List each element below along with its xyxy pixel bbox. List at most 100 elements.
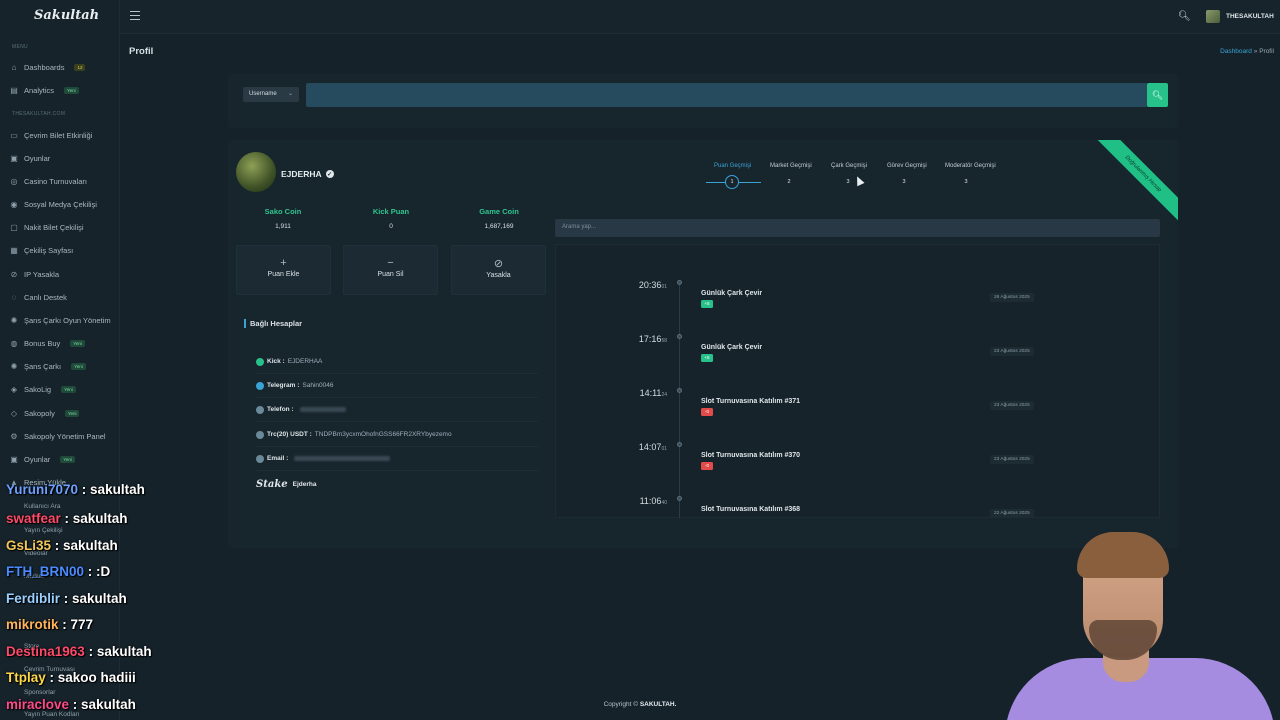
- sidebar-item[interactable]: ⊘ IP Yasakla: [10, 270, 59, 279]
- sidebar-item[interactable]: ▤ Analytics Yeni: [10, 86, 79, 95]
- history-search-input[interactable]: Arama yap...: [555, 219, 1160, 237]
- verified-ribbon: Doğrulanmış Hesap: [1091, 140, 1178, 226]
- chat-message: Ttplay : sakoo hadiii: [6, 670, 136, 685]
- history-time-sec: 01: [661, 446, 667, 452]
- sidebar-item[interactable]: ▢ Nakit Bilet Çekilişi: [10, 223, 83, 232]
- topbar: 🔍︎ THESAKULTAH: [120, 0, 1280, 34]
- tab-label[interactable]: Puan Geçmişi: [714, 163, 752, 169]
- stat-game-coin: Game Coin 1,687,169: [449, 207, 549, 230]
- platform-icon: [256, 430, 264, 439]
- sidebar-item[interactable]: ◈ SakoLig Yeni: [10, 385, 76, 394]
- home-icon: ⌂: [11, 63, 17, 72]
- linked-accounts-title: Bağlı Hesaplar: [244, 319, 302, 328]
- redacted-value: [294, 456, 391, 461]
- ban-icon: ⊘: [10, 270, 18, 279]
- sidebar-item-label: Şans Çarkı Oyun Yönetim: [24, 316, 111, 325]
- sidebar-item-obscured[interactable]: Yayın Puan Kodları: [24, 711, 80, 718]
- footer-brand: SAKULTAH.: [639, 701, 677, 708]
- breadcrumb-home[interactable]: Dashboard: [1220, 48, 1252, 55]
- search-type-select[interactable]: Username ⌄: [243, 87, 299, 102]
- sidebar-item[interactable]: ◎ Casino Turnuvaları: [10, 177, 87, 186]
- linked-row: Kick : EJDERHAA: [256, 350, 538, 374]
- sidebar-item[interactable]: ▭ Çevrim Bilet Etkinliği: [10, 131, 92, 140]
- sidebar-item[interactable]: ⌂ Dashboards 12: [10, 63, 86, 72]
- sidebar-item[interactable]: ◇ Sakopoly Yeni: [10, 409, 80, 418]
- sidebar-item-obscured[interactable]: Store: [24, 643, 40, 650]
- ban-button[interactable]: ⊘ Yasakla: [451, 245, 546, 295]
- timeline-dot: [677, 334, 682, 339]
- tab-label[interactable]: Moderatör Geçmişi: [945, 163, 996, 169]
- profile-avatar: [236, 152, 276, 192]
- chat-message: FTH_BRN00 : :D: [6, 564, 111, 579]
- sidebar-item-label: Sosyal Medya Çekilişi: [24, 200, 97, 209]
- history-points-badge: -0: [701, 408, 713, 416]
- sidebar-item[interactable]: ▣ Oyunlar: [10, 154, 50, 163]
- history-title: Slot Turnuvasına Katılım #370: [701, 452, 801, 459]
- sidebar-item-obscured[interactable]: Market: [24, 573, 44, 580]
- search-type-value: Username: [249, 91, 277, 97]
- sidebar-item-obscured[interactable]: Videolar: [24, 550, 48, 557]
- chat-text: :D: [96, 564, 111, 579]
- history-title: Slot Turnuvasına Katılım #368: [701, 506, 801, 513]
- linked-row: Trc(20) USDT : TNDPBm3ycxmOhofnGSS66FR2XR…: [256, 423, 538, 447]
- menu-toggle-icon[interactable]: [130, 11, 140, 21]
- sidebar-item-label: Çevrim Bilet Etkinliği: [24, 131, 93, 140]
- verified-check-icon: ✓: [325, 170, 334, 178]
- sidebar-item-label: SakoLig: [24, 385, 52, 394]
- sidebar-item[interactable]: ▲ Resim Yükle: [10, 478, 66, 487]
- sidebar-item-obscured[interactable]: Kullanıcı Ara: [24, 503, 61, 510]
- add-points-button[interactable]: + Puan Ekle: [236, 245, 331, 295]
- remove-points-button[interactable]: − Puan Sil: [343, 245, 438, 295]
- sidebar-item[interactable]: ✺ Şans Çarkı Yeni: [10, 362, 86, 371]
- history-time: 11:0640: [607, 496, 667, 506]
- user-name[interactable]: THESAKULTAH: [1226, 13, 1274, 20]
- sidebar-item-label: Oyunlar: [24, 455, 51, 464]
- chat-message: miraclove : sakultah: [6, 697, 136, 712]
- gift-icon: ▦: [10, 246, 18, 255]
- tab-step-number[interactable]: 3: [846, 179, 850, 185]
- sidebar-item-label: Analytics: [24, 86, 55, 95]
- linked-row: Email :: [256, 447, 538, 471]
- chat-username: Ferdiblir: [6, 591, 61, 606]
- sidebar-item[interactable]: ◉ Sosyal Medya Çekilişi: [10, 200, 97, 209]
- sidebar-item[interactable]: ▣ Oyunlar Yeni: [10, 455, 75, 464]
- linked-label: Trc(20) USDT :: [267, 431, 312, 438]
- tab-step-number[interactable]: 1: [725, 175, 739, 189]
- sidebar-item-obscured[interactable]: Yayın Çekilişi: [24, 527, 63, 534]
- tab-step-number[interactable]: 3: [902, 179, 906, 185]
- user-avatar[interactable]: [1206, 10, 1220, 23]
- chat-username: FTH_BRN00: [6, 564, 85, 579]
- search-icon[interactable]: 🔍︎: [1178, 11, 1191, 22]
- search-button[interactable]: 🔍︎: [1147, 83, 1168, 107]
- wheel-icon: ✺: [10, 362, 18, 371]
- stat-value: 1,687,169: [484, 223, 514, 230]
- sidebar-item-obscured[interactable]: Sponsorlar: [24, 689, 56, 696]
- history-time: 17:1658: [607, 334, 667, 344]
- tab-label[interactable]: Çark Geçmişi: [831, 163, 868, 169]
- tab-label[interactable]: Market Geçmişi: [770, 163, 812, 169]
- tab-label[interactable]: Görev Geçmişi: [887, 163, 927, 169]
- sidebar-item[interactable]: ✺ Şans Çarkı Oyun Yönetim: [10, 316, 111, 325]
- tab-step-number[interactable]: 2: [787, 179, 791, 185]
- history-time-hm: 14:07: [638, 442, 662, 452]
- sidebar-item[interactable]: ▦ Çekiliş Sayfası: [10, 246, 73, 255]
- sidebar-item[interactable]: ◍ Bonus Buy Yeni: [10, 339, 85, 348]
- sidebar-item[interactable]: ◌ Canlı Destek: [10, 293, 67, 302]
- platform-icon: [256, 454, 264, 463]
- history-title: Günlük Çark Çevir: [701, 290, 763, 297]
- chat-message: Destina1963 : sakultah: [6, 644, 152, 659]
- tab-step-number[interactable]: 3: [964, 179, 968, 185]
- history-time-sec: 40: [661, 500, 667, 506]
- sidebar-item-label: Sakopoly: [24, 409, 55, 418]
- stream-chat-overlay: Yuruni7070 : sakultah swatfear : sakultah…: [0, 482, 260, 720]
- chat-username: Ttplay: [6, 670, 46, 685]
- chevron-down-icon: ⌄: [287, 91, 293, 97]
- sidebar-item-obscured[interactable]: Çevrim Turnuvası: [24, 666, 75, 673]
- history-time-hm: 14:11: [639, 388, 662, 398]
- brand-logo[interactable]: Sakultah: [34, 8, 100, 23]
- sidebar-section-menu: MENU: [12, 44, 28, 50]
- user-search-input[interactable]: [306, 83, 1148, 107]
- sidebar-item[interactable]: ⚙ Sakopoly Yönetim Panel: [10, 432, 105, 441]
- sidebar-item-label: IP Yasakla: [24, 270, 60, 279]
- history-title: Slot Turnuvasına Katılım #371: [701, 398, 801, 405]
